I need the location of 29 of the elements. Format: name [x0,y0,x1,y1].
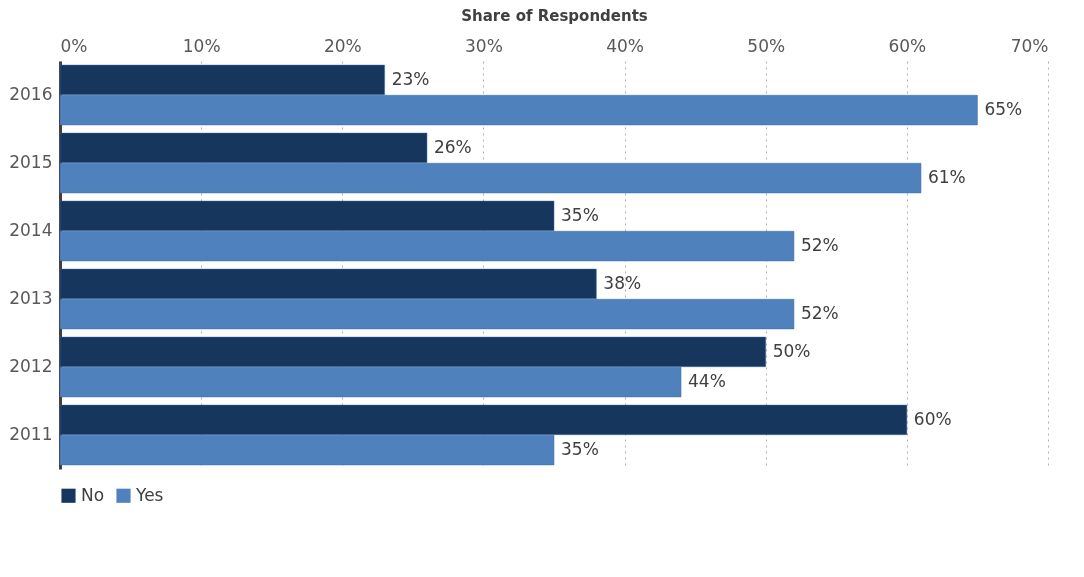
data-label: 50% [772,340,811,361]
data-label: 26% [433,136,472,157]
data-label: 61% [927,167,966,188]
y-tick-label: 2011 [9,424,53,444]
y-tick-label: 2013 [9,288,53,308]
x-tick-label: 10% [182,35,221,56]
data-label: 52% [800,235,839,256]
y-tick-label: 2014 [9,220,53,240]
x-tick-label: 40% [606,35,644,56]
y-tick-label: 2012 [9,356,53,376]
data-label: 44% [688,371,726,392]
x-tick-label: 60% [888,35,927,56]
data-label: 23% [391,68,430,89]
x-tick-label: 20% [323,35,362,56]
data-label: 60% [913,408,952,429]
data-label: 35% [561,204,599,225]
y-tick-label: 2015 [9,152,53,172]
data-label: 65% [984,99,1023,120]
x-tick-label: 70% [1010,35,1049,56]
data-label: 38% [603,272,642,293]
data-label: 35% [561,439,599,460]
legend-label: Yes [135,484,164,505]
x-tick-label: 30% [465,35,503,56]
legend-label: No [81,484,105,505]
y-tick-label: 2016 [9,84,53,104]
x-axis-title: Share of Respondents [461,6,648,25]
x-tick-label: 0% [60,35,88,56]
x-tick-label: 50% [747,35,786,56]
data-label: 52% [800,303,839,324]
